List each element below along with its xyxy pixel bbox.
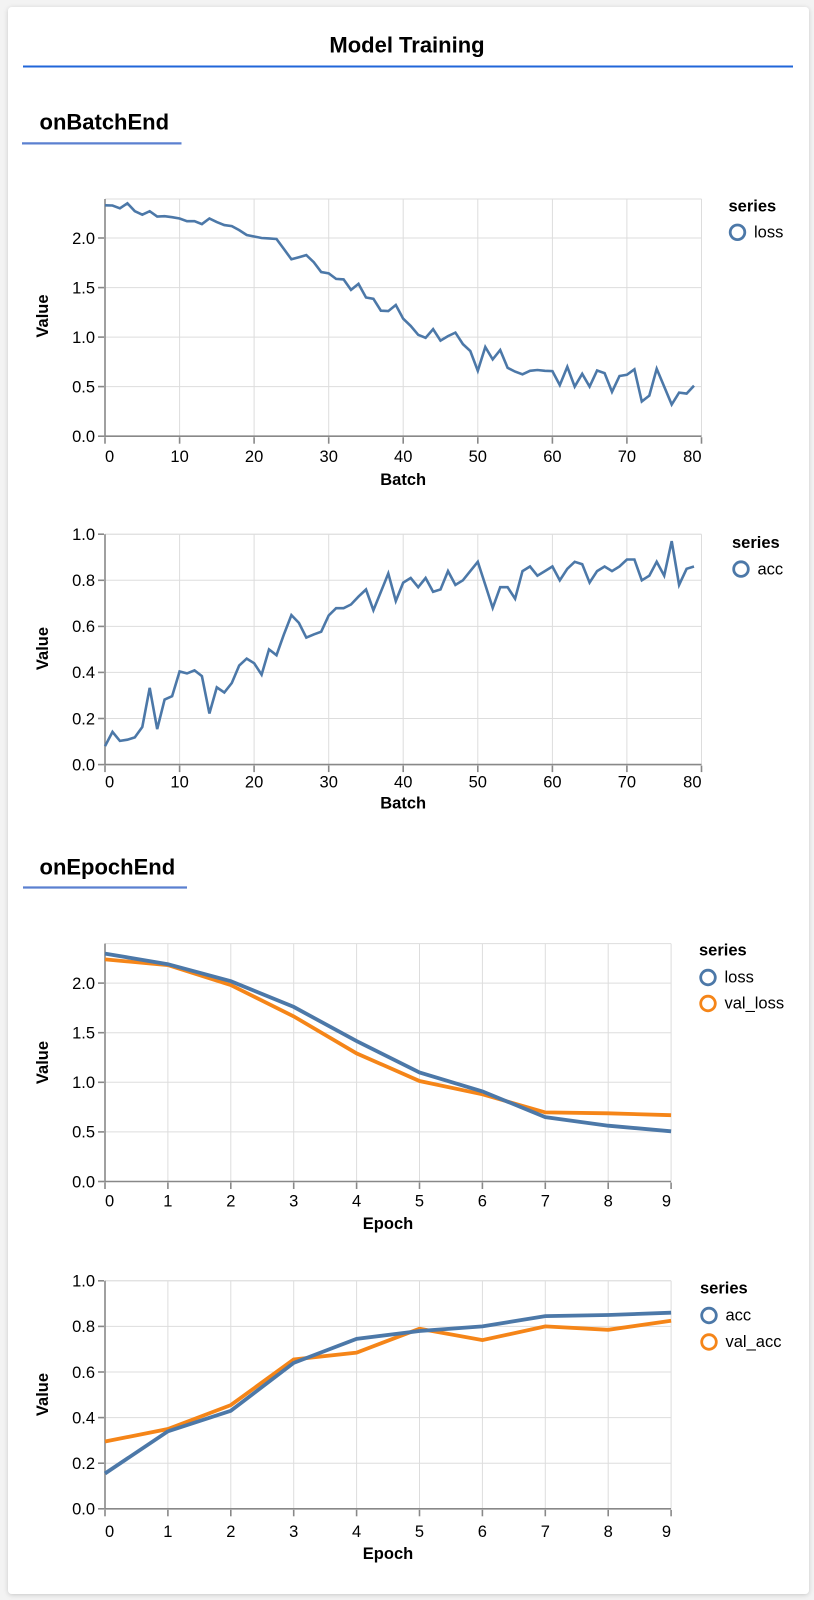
- svg-text:Batch: Batch: [380, 795, 426, 813]
- svg-text:60: 60: [543, 774, 561, 792]
- svg-text:8: 8: [604, 1193, 613, 1211]
- svg-text:3: 3: [289, 1523, 298, 1541]
- svg-text:7: 7: [541, 1193, 550, 1211]
- svg-text:0: 0: [105, 448, 114, 466]
- svg-text:loss: loss: [725, 969, 754, 987]
- svg-text:0.6: 0.6: [72, 618, 95, 636]
- svg-text:0.8: 0.8: [72, 572, 95, 590]
- svg-text:0.6: 0.6: [72, 1364, 95, 1382]
- svg-text:40: 40: [394, 448, 412, 466]
- svg-text:50: 50: [469, 774, 487, 792]
- svg-text:0.8: 0.8: [72, 1318, 95, 1336]
- svg-text:Value: Value: [34, 1373, 52, 1416]
- svg-text:Value: Value: [34, 294, 52, 337]
- svg-text:30: 30: [320, 774, 338, 792]
- svg-text:80: 80: [683, 448, 701, 466]
- svg-text:0.2: 0.2: [72, 1455, 95, 1473]
- svg-text:val_acc: val_acc: [726, 1333, 782, 1351]
- svg-text:2: 2: [226, 1523, 235, 1541]
- svg-text:0: 0: [105, 1193, 114, 1211]
- svg-text:Value: Value: [34, 1041, 52, 1084]
- svg-text:1.0: 1.0: [72, 526, 95, 544]
- svg-text:0.5: 0.5: [72, 378, 95, 396]
- svg-text:9: 9: [662, 1523, 671, 1541]
- svg-text:6: 6: [478, 1193, 487, 1211]
- svg-text:10: 10: [170, 448, 188, 466]
- svg-text:0.4: 0.4: [72, 1409, 95, 1427]
- svg-text:0.5: 0.5: [72, 1124, 95, 1142]
- svg-text:0.0: 0.0: [72, 428, 95, 446]
- svg-text:2.0: 2.0: [72, 230, 95, 248]
- svg-text:2.0: 2.0: [72, 975, 95, 993]
- svg-text:val_loss: val_loss: [725, 995, 785, 1013]
- svg-text:60: 60: [543, 448, 561, 466]
- svg-text:1: 1: [163, 1523, 172, 1541]
- svg-text:40: 40: [394, 774, 412, 792]
- svg-text:6: 6: [478, 1523, 487, 1541]
- svg-text:50: 50: [469, 448, 487, 466]
- svg-text:70: 70: [618, 774, 636, 792]
- svg-text:20: 20: [245, 774, 263, 792]
- svg-text:1.0: 1.0: [72, 1273, 95, 1291]
- svg-text:1.0: 1.0: [72, 1074, 95, 1092]
- svg-text:onBatchEnd: onBatchEnd: [40, 110, 170, 135]
- svg-text:acc: acc: [726, 1307, 752, 1325]
- svg-text:5: 5: [415, 1193, 424, 1211]
- svg-text:7: 7: [541, 1523, 550, 1541]
- svg-text:4: 4: [352, 1523, 361, 1541]
- svg-text:9: 9: [662, 1193, 671, 1211]
- svg-text:1.0: 1.0: [72, 329, 95, 347]
- svg-text:0.0: 0.0: [72, 1501, 95, 1519]
- svg-text:1.5: 1.5: [72, 1025, 95, 1043]
- svg-text:20: 20: [245, 448, 263, 466]
- svg-text:series: series: [729, 198, 777, 216]
- svg-text:0: 0: [105, 774, 114, 792]
- svg-text:series: series: [700, 1280, 748, 1298]
- svg-text:0.0: 0.0: [72, 756, 95, 774]
- svg-text:0.4: 0.4: [72, 664, 95, 682]
- svg-text:8: 8: [604, 1523, 613, 1541]
- svg-text:2: 2: [226, 1193, 235, 1211]
- svg-text:series: series: [732, 534, 780, 552]
- svg-text:1: 1: [163, 1193, 172, 1211]
- svg-text:10: 10: [170, 774, 188, 792]
- svg-text:30: 30: [320, 448, 338, 466]
- svg-text:5: 5: [415, 1523, 424, 1541]
- svg-text:Epoch: Epoch: [363, 1545, 413, 1563]
- svg-text:4: 4: [352, 1193, 361, 1211]
- svg-text:acc: acc: [758, 560, 784, 578]
- svg-text:Value: Value: [34, 627, 52, 670]
- svg-text:loss: loss: [754, 224, 783, 242]
- svg-text:Model Training: Model Training: [329, 33, 484, 58]
- svg-text:80: 80: [683, 774, 701, 792]
- svg-text:1.5: 1.5: [72, 279, 95, 297]
- svg-text:0.0: 0.0: [72, 1173, 95, 1191]
- svg-text:onEpochEnd: onEpochEnd: [40, 855, 176, 880]
- svg-text:Epoch: Epoch: [363, 1215, 413, 1233]
- svg-text:0.2: 0.2: [72, 710, 95, 728]
- svg-text:70: 70: [618, 448, 636, 466]
- svg-text:Batch: Batch: [380, 471, 426, 489]
- svg-text:series: series: [699, 942, 747, 960]
- svg-text:0: 0: [105, 1523, 114, 1541]
- svg-text:3: 3: [289, 1193, 298, 1211]
